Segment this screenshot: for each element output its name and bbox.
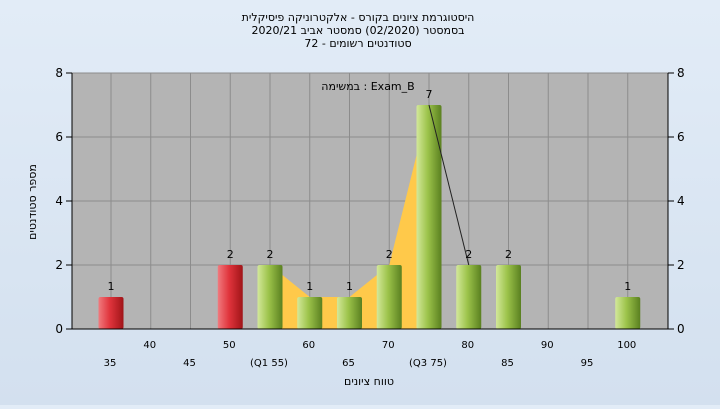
data-label-75: 7 bbox=[426, 88, 433, 101]
data-label-50: 2 bbox=[227, 248, 234, 261]
x-tick-label: 35 bbox=[104, 358, 117, 369]
y-axis-label: מספר סטודנטים bbox=[26, 164, 39, 240]
y-tick-label-right: 6 bbox=[677, 130, 685, 144]
data-label-80: 2 bbox=[465, 248, 472, 261]
bar-55 bbox=[257, 265, 283, 329]
bar-65 bbox=[337, 297, 362, 329]
bar-80 bbox=[456, 265, 482, 329]
data-label-65: 1 bbox=[346, 280, 353, 293]
bar-100 bbox=[615, 297, 641, 329]
x-tick-label: 95 bbox=[581, 358, 594, 369]
x-tick-label: 65 bbox=[342, 358, 355, 369]
data-label-100: 1 bbox=[624, 280, 631, 293]
y-tick-label: 2 bbox=[55, 258, 63, 272]
data-label-70: 2 bbox=[386, 248, 393, 261]
y-tick-label: 6 bbox=[55, 130, 63, 144]
y-axis-right-ticks: 0 2 4 6 8 bbox=[668, 66, 685, 336]
y-tick-label-right: 4 bbox=[677, 194, 685, 208]
bar-75 bbox=[416, 105, 442, 329]
y-tick-label-right: 2 bbox=[677, 258, 685, 272]
bar-series bbox=[98, 105, 641, 329]
data-label-55: 2 bbox=[267, 248, 274, 261]
x-tick-label: 40 bbox=[143, 340, 156, 351]
x-tick-label: 90 bbox=[541, 340, 554, 351]
chart-title-line: סטודנטים רשומים - 72 bbox=[304, 37, 411, 50]
y-tick-label-right: 0 bbox=[677, 322, 685, 336]
x-tick-label: 50 bbox=[223, 340, 236, 351]
x-tick-label: 45 bbox=[183, 358, 196, 369]
y-axis-left-ticks: 0 2 4 6 8 bbox=[55, 66, 72, 336]
bar-connector-line bbox=[428, 104, 470, 266]
x-tick-label: 70 bbox=[382, 340, 395, 351]
bar-35 bbox=[98, 297, 124, 329]
x-tick-label: 100 bbox=[617, 340, 636, 351]
x-tick-label: 85 bbox=[501, 358, 514, 369]
x-tick-label: 60 bbox=[302, 340, 315, 351]
x-tick-label: (Q1 55) bbox=[250, 358, 288, 369]
x-tick-label: 80 bbox=[461, 340, 474, 351]
data-label-60: 1 bbox=[306, 280, 313, 293]
bar-50 bbox=[217, 265, 243, 329]
x-axis-label: טווח ציונים bbox=[344, 375, 394, 388]
chart-title-line: בסמסטר (02/2020) סמסטר אביב 2020/21 bbox=[251, 24, 464, 37]
y-tick-label: 4 bbox=[55, 194, 63, 208]
bar-85 bbox=[496, 265, 521, 329]
data-label-35: 1 bbox=[108, 280, 115, 293]
bar-70 bbox=[376, 265, 402, 329]
bar-60 bbox=[297, 297, 323, 329]
y-tick-label: 0 bbox=[55, 322, 63, 336]
data-label-85: 2 bbox=[505, 248, 512, 261]
chart-title: היסטוגרמת ציונים בקורס - אלקטרוניקה פיסי… bbox=[242, 11, 475, 50]
x-tick-label: (Q3 75) bbox=[409, 358, 447, 369]
y-tick-label: 8 bbox=[55, 66, 63, 80]
y-tick-label-right: 8 bbox=[677, 66, 685, 80]
chart-annotation: במשימה : Exam_B bbox=[321, 80, 414, 93]
x-axis-ticks: 35 40 45 50 (Q1 55) 60 65 70 (Q3 75) 80 85 90 95 100 bbox=[104, 340, 637, 369]
chart-title-line: היסטוגרמת ציונים בקורס - אלקטרוניקה פיסי… bbox=[242, 11, 475, 24]
